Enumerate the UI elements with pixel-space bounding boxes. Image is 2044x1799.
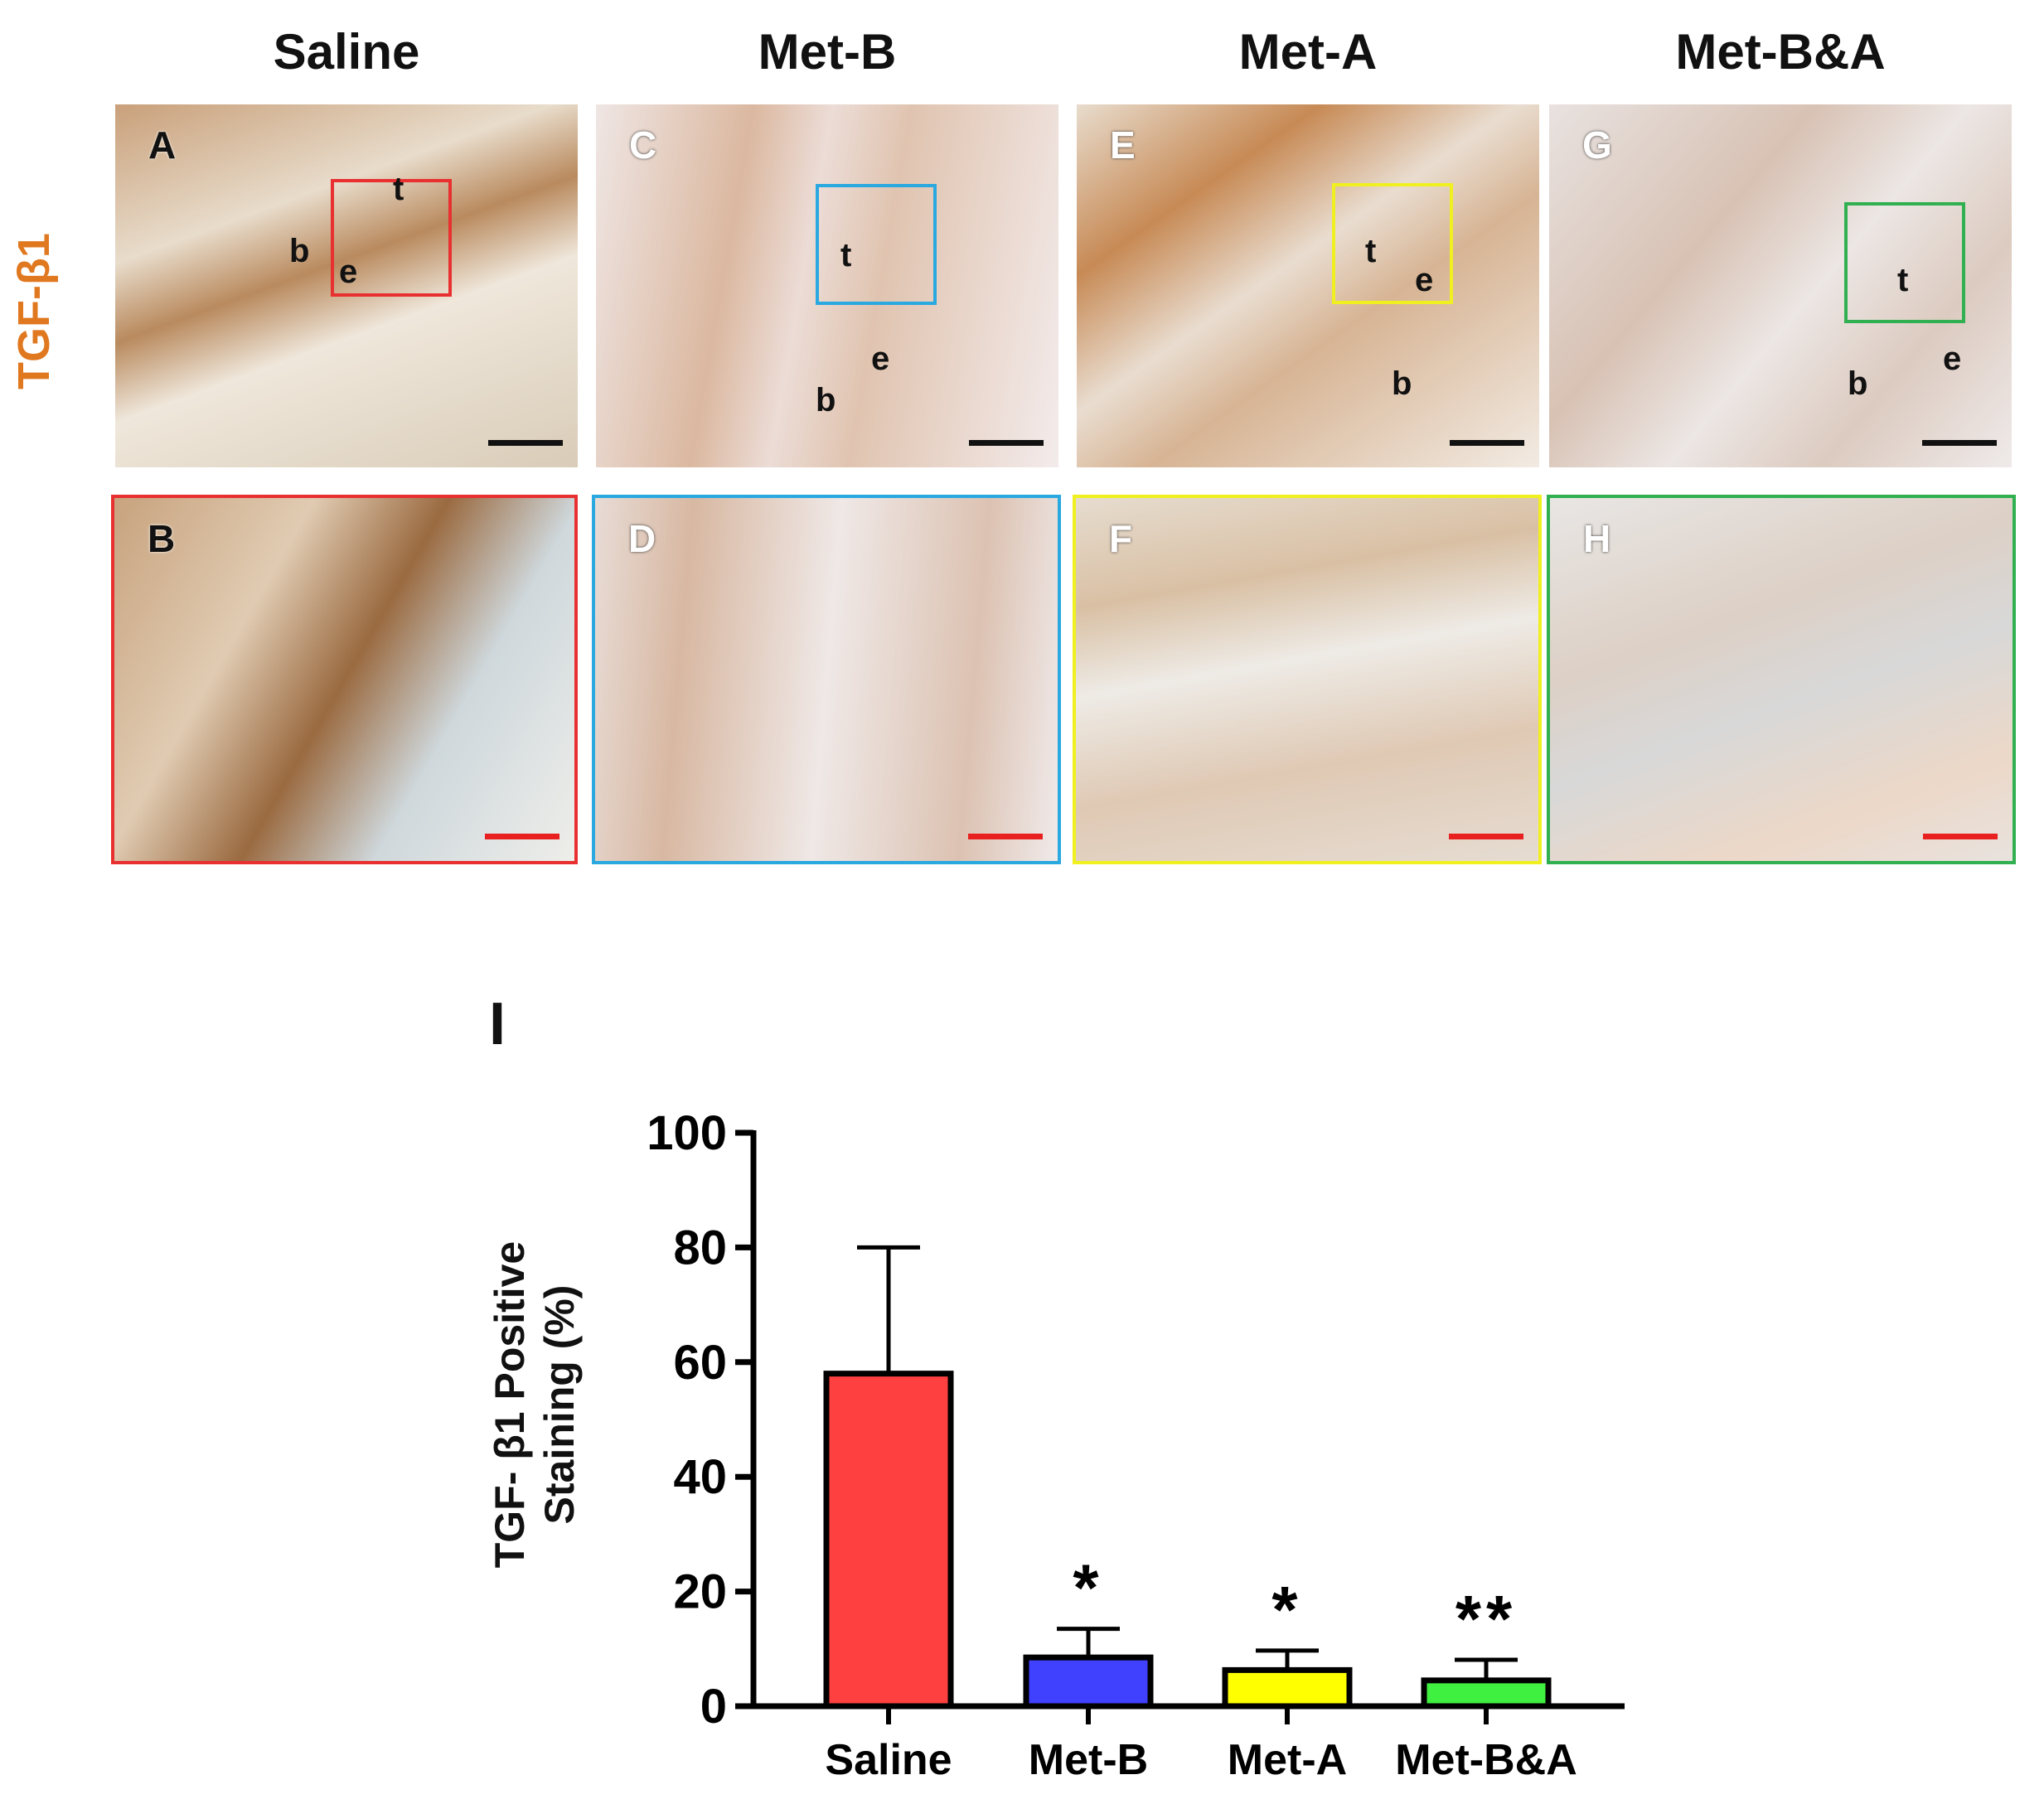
tissue-mark: e (1415, 262, 1434, 298)
histology-image (1077, 104, 1539, 467)
y-tick-label: 20 (673, 1565, 727, 1619)
scale-bar (969, 440, 1044, 446)
x-tick-label: Met-A (1228, 1736, 1347, 1784)
bar-metba (1421, 1677, 1552, 1710)
panel-label: E (1110, 123, 1136, 167)
panel-label: C (629, 123, 657, 167)
tissue-mark: t (840, 237, 852, 273)
significance-mark: * (1271, 1573, 1302, 1647)
scale-bar (485, 834, 559, 839)
tissue-mark: t (393, 171, 404, 207)
tissue-mark: e (1943, 341, 1962, 377)
tissue-mark: b (289, 233, 310, 269)
histology-image (1549, 104, 2012, 467)
panel-h: H (1547, 495, 2016, 864)
panel-f: F (1073, 495, 1542, 864)
panel-a: A t b e (115, 104, 578, 467)
x-tick-label: Saline (825, 1736, 952, 1784)
scale-bar (1922, 440, 1997, 446)
y-tick-label: 60 (673, 1336, 727, 1390)
col-header-met-a: Met-A (1238, 24, 1378, 80)
tissue-mark: t (1897, 262, 1909, 298)
histology-image (596, 104, 1058, 467)
tissue-mark: e (871, 341, 890, 377)
tissue-mark: b (816, 382, 836, 418)
bar-saline (823, 1371, 954, 1710)
panel-label: G (1582, 123, 1612, 167)
inset-box (1332, 183, 1453, 304)
scale-bar (968, 834, 1043, 839)
tissue-mark: t (1365, 233, 1377, 269)
x-tick-label: Met-B (1029, 1736, 1148, 1784)
y-tick-label: 80 (673, 1221, 727, 1274)
tissue-mark: b (1392, 365, 1412, 402)
panel-label: B (148, 517, 176, 560)
y-tick-label: 100 (647, 1106, 727, 1160)
inset-box (331, 179, 452, 297)
panel-g: G t b e (1549, 104, 2012, 467)
panel-c: C t e b (596, 104, 1058, 467)
tissue-mark: b (1848, 365, 1868, 402)
scale-bar (1449, 834, 1523, 839)
histology-image (1550, 498, 2013, 861)
y-tick-label: 0 (700, 1680, 727, 1734)
col-header-met-b: Met-B (758, 24, 897, 80)
significance-mark: * (1073, 1551, 1103, 1625)
panel-title-i: I (489, 991, 506, 1057)
panel-label: F (1109, 517, 1133, 560)
panel-label: H (1583, 517, 1611, 560)
histology-image (595, 498, 1058, 861)
histology-image (1076, 498, 1538, 861)
panel-e: E t e b (1077, 104, 1539, 467)
x-tick-label: Met-B&A (1395, 1736, 1577, 1784)
histology-image (115, 104, 578, 467)
bar-metb (1023, 1654, 1154, 1710)
col-header-met-ba: Met-B&A (1675, 24, 1886, 80)
bar-meta (1222, 1666, 1353, 1710)
panel-d: D (592, 495, 1061, 864)
significance-mark: ** (1456, 1582, 1517, 1656)
scale-bar (1923, 834, 1998, 839)
col-header-saline: Saline (273, 24, 420, 80)
panel-label: A (148, 123, 177, 167)
inset-box (1844, 202, 1965, 323)
panel-label: D (628, 517, 656, 560)
histology-image (114, 498, 574, 861)
tissue-mark: e (339, 254, 358, 290)
inset-box (816, 184, 937, 305)
y-tick-label: 40 (673, 1450, 727, 1504)
scale-bar (1450, 440, 1524, 446)
panel-b: B (111, 495, 578, 864)
scale-bar (488, 440, 563, 446)
